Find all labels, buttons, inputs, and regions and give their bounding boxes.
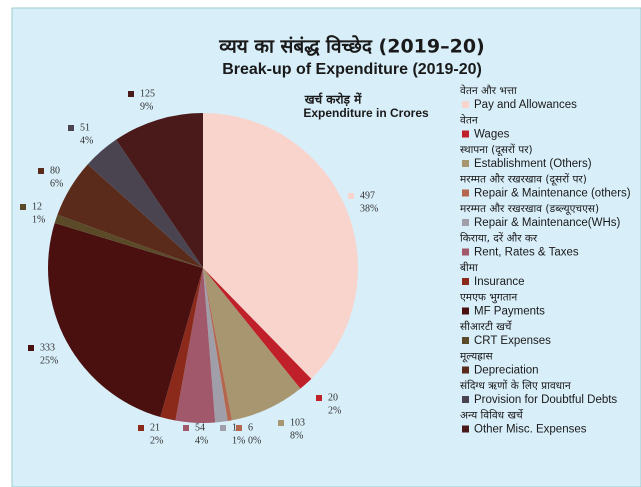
legend-swatch xyxy=(462,248,469,256)
value-label: 21 xyxy=(150,422,160,433)
label-marker xyxy=(28,345,34,351)
pie-slice xyxy=(175,268,216,423)
chart-subtitle: Break-up of Expenditure (2019-20) xyxy=(222,61,482,78)
legend-swatch xyxy=(462,219,469,226)
value-label: 80 xyxy=(50,165,60,176)
legend-label: Wages xyxy=(474,129,510,141)
pie-slice xyxy=(87,139,203,268)
legend-label-hi: सीआरटी खर्चे xyxy=(460,320,512,333)
pie-slice xyxy=(116,113,203,268)
percent-label: 2% xyxy=(150,435,163,446)
label-marker xyxy=(236,425,242,431)
legend-swatch xyxy=(462,278,469,285)
legend-swatch xyxy=(462,337,469,344)
legend-label-hi: मूल्यह्रास xyxy=(460,351,493,363)
value-label: 12 xyxy=(32,201,42,212)
legend-swatch xyxy=(462,160,469,167)
legend-label: Provision for Doubtful Debts xyxy=(474,394,617,406)
legend-swatch xyxy=(462,101,469,108)
legend-label: CRT Expenses xyxy=(474,335,551,347)
legend-label-hi: संदिग्ध ऋणों के लिए प्रावधान xyxy=(460,379,571,392)
percent-label: 25% xyxy=(40,355,58,366)
label-marker xyxy=(348,193,354,199)
value-label: 51 xyxy=(80,122,90,133)
label-marker xyxy=(220,425,226,431)
percent-label: 8% xyxy=(290,430,303,441)
label-marker xyxy=(20,204,26,210)
legend-label: Rent, Rates & Taxes xyxy=(474,247,579,259)
percent-label: 1% xyxy=(232,435,245,446)
legend-swatch xyxy=(462,396,469,403)
legend-label-hi: वेतन xyxy=(460,114,478,127)
label-marker xyxy=(138,425,144,431)
legend-swatch xyxy=(462,366,469,374)
value-label: 54 xyxy=(195,422,205,433)
legend-label-hi: किराया, दरें और कर xyxy=(460,232,538,245)
value-label: 125 xyxy=(140,88,155,99)
label-marker xyxy=(183,425,189,431)
legend-label: Insurance xyxy=(474,276,525,288)
legend-label: Repair & Maintenance (others) xyxy=(474,188,631,200)
percent-label: 1% xyxy=(32,214,45,225)
percent-label: 4% xyxy=(195,435,208,446)
pie-slice xyxy=(160,268,203,421)
value-label: 333 xyxy=(40,342,55,353)
legend-label-hi: स्थापना (दूसरों पर) xyxy=(460,143,533,157)
pie-slice xyxy=(203,268,228,423)
percent-label: 2% xyxy=(328,405,341,416)
value-label: 20 xyxy=(328,392,338,403)
pie-slice xyxy=(54,214,203,268)
percent-label: 9% xyxy=(140,101,153,112)
chart-title: व्यय का संबंद्ध विच्छेद (2019–20) xyxy=(218,35,484,58)
percent-label: 38% xyxy=(360,203,378,214)
legend-swatch xyxy=(462,307,469,315)
legend-label-hi: बीमा xyxy=(460,261,478,274)
label-marker xyxy=(316,395,322,401)
value-label: 103 xyxy=(290,417,305,428)
legend-label: Pay and Allowances xyxy=(474,99,577,111)
legend-label-hi: वेतन और भत्ता xyxy=(460,84,517,97)
value-label: 6 xyxy=(248,422,253,433)
value-label: 1 xyxy=(232,422,237,433)
legend-label: MF Payments xyxy=(474,306,545,318)
pie-slice xyxy=(203,268,232,422)
legend-label-hi: मरम्मत और रखरखाव (डब्ल्यूएचएस) xyxy=(460,202,599,215)
legend-label: Depreciation xyxy=(474,365,539,377)
legend-label: Establishment (Others) xyxy=(474,158,592,170)
pie-slice xyxy=(47,223,204,418)
legend-label: Repair & Maintenance(WHs) xyxy=(474,217,621,229)
unit-label-en: Expenditure in Crores xyxy=(303,106,429,120)
pie-slice xyxy=(57,164,204,268)
legend-swatch xyxy=(462,130,469,138)
value-label: 497 xyxy=(360,190,375,201)
legend-label-hi: एमएफ भुगतान xyxy=(460,292,517,304)
pie-slice xyxy=(203,268,312,389)
label-marker xyxy=(128,91,134,97)
label-marker xyxy=(38,168,44,174)
label-marker xyxy=(68,125,74,131)
legend-swatch xyxy=(462,425,469,433)
legend-label-hi: अन्य विविध खर्चे xyxy=(460,409,524,422)
legend-label-hi: मरम्मत और रखरखाव (दूसरों पर) xyxy=(460,173,587,187)
pie-slice xyxy=(203,113,358,379)
percent-label: 6% xyxy=(50,178,63,189)
legend-swatch xyxy=(462,189,469,197)
percent-label: 0% xyxy=(248,435,261,446)
percent-label: 4% xyxy=(80,135,93,146)
legend-label: Other Misc. Expenses xyxy=(474,424,587,436)
pie-slice xyxy=(203,268,301,421)
label-marker xyxy=(278,420,284,426)
unit-label: खर्च करोड़ में xyxy=(304,93,363,107)
